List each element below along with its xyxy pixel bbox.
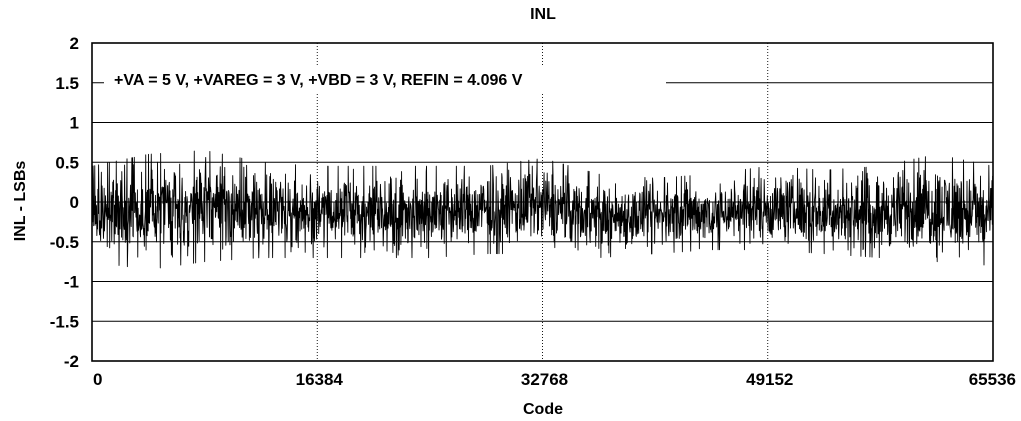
y-tick-label: -1.5 <box>50 312 79 331</box>
plot-frame <box>91 42 994 362</box>
y-tick-label: 1.5 <box>55 74 79 93</box>
y-tick-label: 0.5 <box>55 153 79 172</box>
series-layer <box>91 150 994 269</box>
tick-layer: 2 1.5 1 0.5 0 -0.5 -1 -1.5 -2 0 16384 32768 49152 655… <box>50 34 1016 389</box>
y-tick-label: -2 <box>64 352 79 371</box>
x-tick-label: 49152 <box>746 370 793 389</box>
x-tick-label: 0 <box>93 370 102 389</box>
chart-title: INL <box>530 6 556 23</box>
y-tick-label: 0 <box>70 193 79 212</box>
x-tick-label: 65536 <box>969 370 1016 389</box>
y-tick-label: 1 <box>70 114 79 133</box>
y-axis-label: INL - LSBs <box>12 161 29 242</box>
y-tick-label: -0.5 <box>50 233 79 252</box>
annotation-layer: +VA = 5 V, +VAREG = 3 V, +VBD = 3 V, REF… <box>104 66 666 92</box>
inl-series-line <box>91 150 994 269</box>
y-tick-label: 2 <box>70 34 79 53</box>
y-tick-label: -1 <box>64 273 79 292</box>
x-axis-label: Code <box>523 401 563 418</box>
annotation-background <box>104 66 666 92</box>
x-tick-label: 32768 <box>521 370 568 389</box>
annotation-text: +VA = 5 V, +VAREG = 3 V, +VBD = 3 V, REF… <box>114 72 523 89</box>
x-tick-label: 16384 <box>296 370 344 389</box>
